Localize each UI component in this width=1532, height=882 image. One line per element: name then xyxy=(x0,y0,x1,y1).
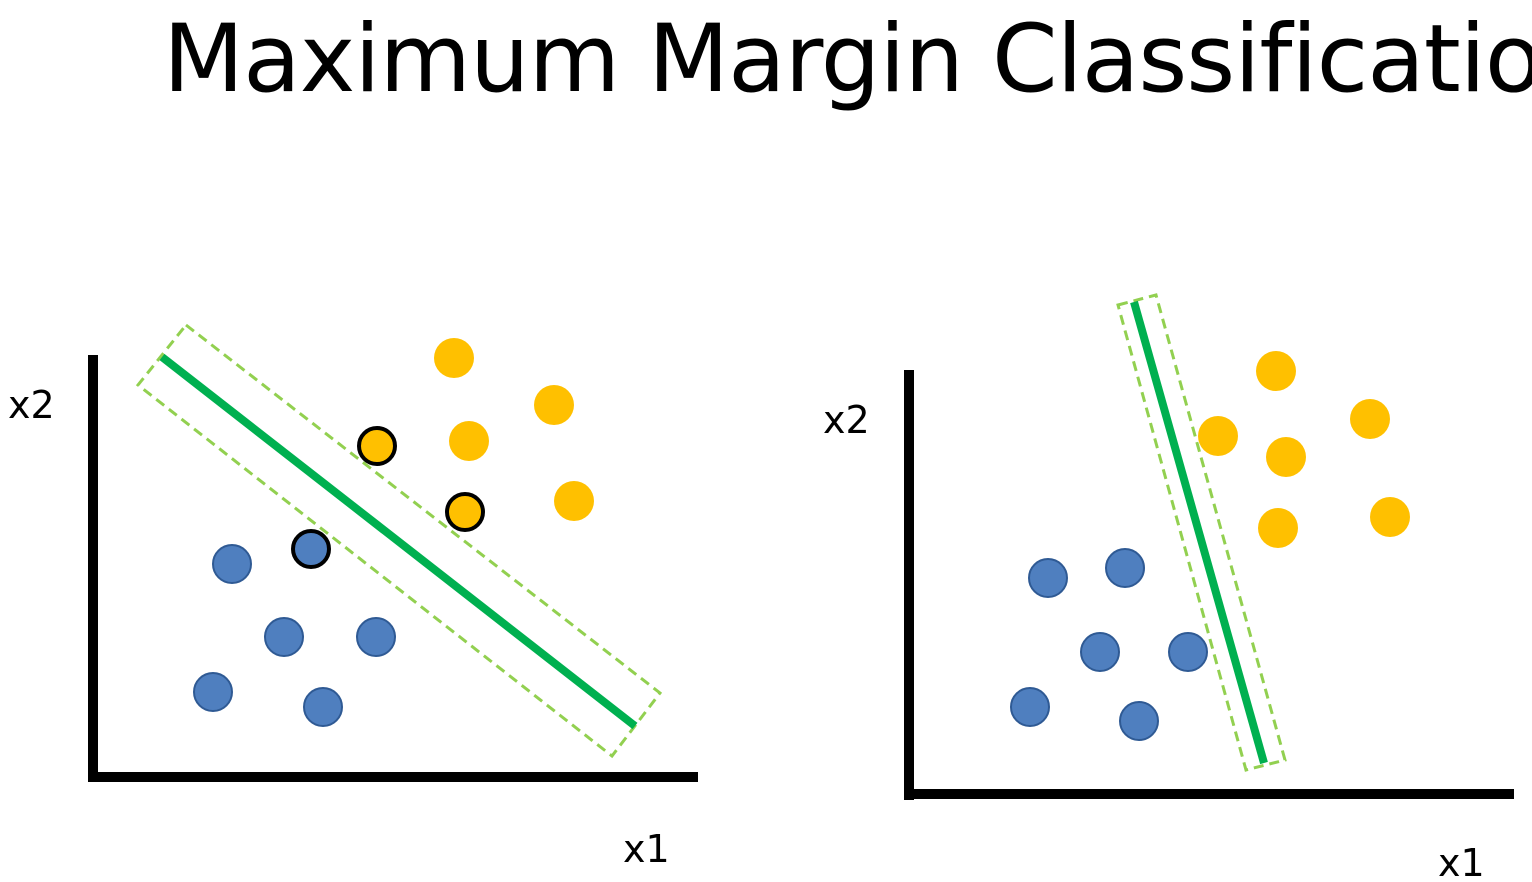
left-yellow-support-vector xyxy=(445,492,485,532)
right-x-axis-label: x1 xyxy=(1438,841,1485,882)
left-blue-point xyxy=(264,617,304,657)
right-yellow-point xyxy=(1256,351,1296,391)
right-yellow-point xyxy=(1198,416,1238,456)
left-yellow-point xyxy=(554,481,594,521)
right-yellow-point xyxy=(1370,497,1410,537)
left-blue-point xyxy=(212,544,252,584)
right-blue-point xyxy=(1010,687,1050,727)
right-blue-point xyxy=(1105,548,1145,588)
right-blue-point xyxy=(1119,701,1159,741)
right-blue-point xyxy=(1028,558,1068,598)
right-blue-point xyxy=(1080,632,1120,672)
left-plot: x2 x1 xyxy=(8,322,698,871)
slide-title: Maximum Margin Classification xyxy=(163,5,1532,114)
left-blue-support-vector xyxy=(291,529,331,569)
right-decision-boundary xyxy=(1130,300,1268,765)
right-y-axis-label: x2 xyxy=(823,398,870,442)
left-decision-boundary xyxy=(159,353,638,730)
left-y-axis-label: x2 xyxy=(8,383,55,427)
left-yellow-support-vector xyxy=(357,426,397,466)
left-x-axis-label: x1 xyxy=(623,827,670,871)
left-yellow-point xyxy=(434,338,474,378)
left-blue-point xyxy=(193,672,233,712)
right-yellow-point xyxy=(1266,437,1306,477)
left-blue-point xyxy=(303,687,343,727)
right-yellow-point xyxy=(1350,399,1390,439)
left-yellow-point xyxy=(534,385,574,425)
left-yellow-point xyxy=(449,421,489,461)
left-blue-point xyxy=(356,617,396,657)
left-margin-box xyxy=(135,322,663,759)
right-plot: x2 x1 xyxy=(823,293,1514,882)
right-blue-point xyxy=(1168,632,1208,672)
right-yellow-point xyxy=(1258,508,1298,548)
right-margin-box xyxy=(1116,293,1287,772)
